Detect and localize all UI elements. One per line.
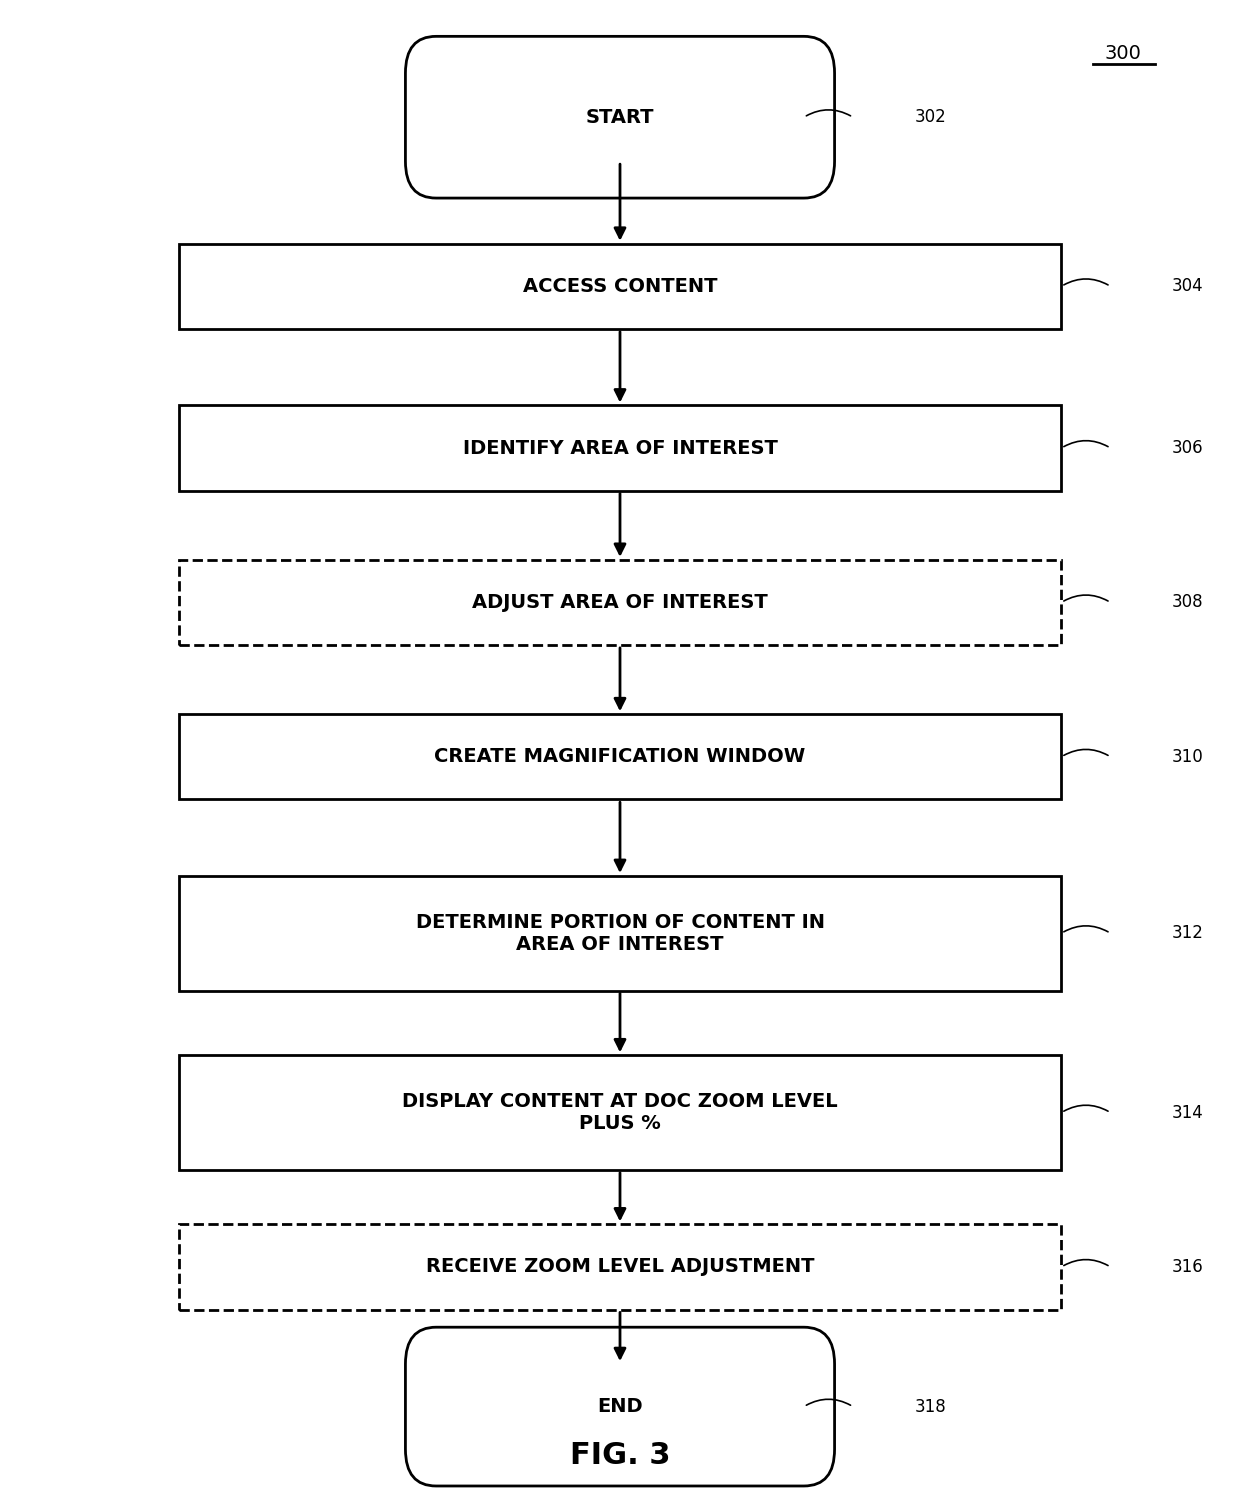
Text: RECEIVE ZOOM LEVEL ADJUSTMENT: RECEIVE ZOOM LEVEL ADJUSTMENT	[425, 1257, 815, 1276]
FancyBboxPatch shape	[179, 406, 1061, 491]
Text: 310: 310	[1172, 748, 1204, 766]
FancyBboxPatch shape	[179, 559, 1061, 646]
FancyBboxPatch shape	[179, 714, 1061, 799]
Text: DISPLAY CONTENT AT DOC ZOOM LEVEL
PLUS %: DISPLAY CONTENT AT DOC ZOOM LEVEL PLUS %	[402, 1091, 838, 1133]
Text: 308: 308	[1172, 593, 1203, 611]
Text: 304: 304	[1172, 277, 1203, 295]
Text: START: START	[585, 107, 655, 127]
Text: DETERMINE PORTION OF CONTENT IN
AREA OF INTEREST: DETERMINE PORTION OF CONTENT IN AREA OF …	[415, 912, 825, 954]
Text: 302: 302	[914, 109, 946, 127]
Text: END: END	[598, 1397, 642, 1416]
FancyBboxPatch shape	[405, 1327, 835, 1487]
FancyBboxPatch shape	[179, 1056, 1061, 1170]
Text: ACCESS CONTENT: ACCESS CONTENT	[523, 277, 717, 295]
Text: 306: 306	[1172, 438, 1203, 458]
Text: IDENTIFY AREA OF INTEREST: IDENTIFY AREA OF INTEREST	[463, 438, 777, 458]
FancyBboxPatch shape	[179, 1224, 1061, 1309]
Text: FIG. 3: FIG. 3	[569, 1440, 671, 1470]
FancyBboxPatch shape	[179, 243, 1061, 330]
Text: 314: 314	[1172, 1103, 1204, 1121]
Text: ADJUST AREA OF INTEREST: ADJUST AREA OF INTEREST	[472, 593, 768, 611]
Text: 300: 300	[1105, 45, 1141, 64]
FancyBboxPatch shape	[405, 36, 835, 198]
FancyBboxPatch shape	[179, 875, 1061, 990]
Text: CREATE MAGNIFICATION WINDOW: CREATE MAGNIFICATION WINDOW	[434, 747, 806, 766]
Text: 312: 312	[1172, 924, 1204, 942]
Text: 316: 316	[1172, 1258, 1204, 1276]
Text: 318: 318	[914, 1397, 946, 1415]
